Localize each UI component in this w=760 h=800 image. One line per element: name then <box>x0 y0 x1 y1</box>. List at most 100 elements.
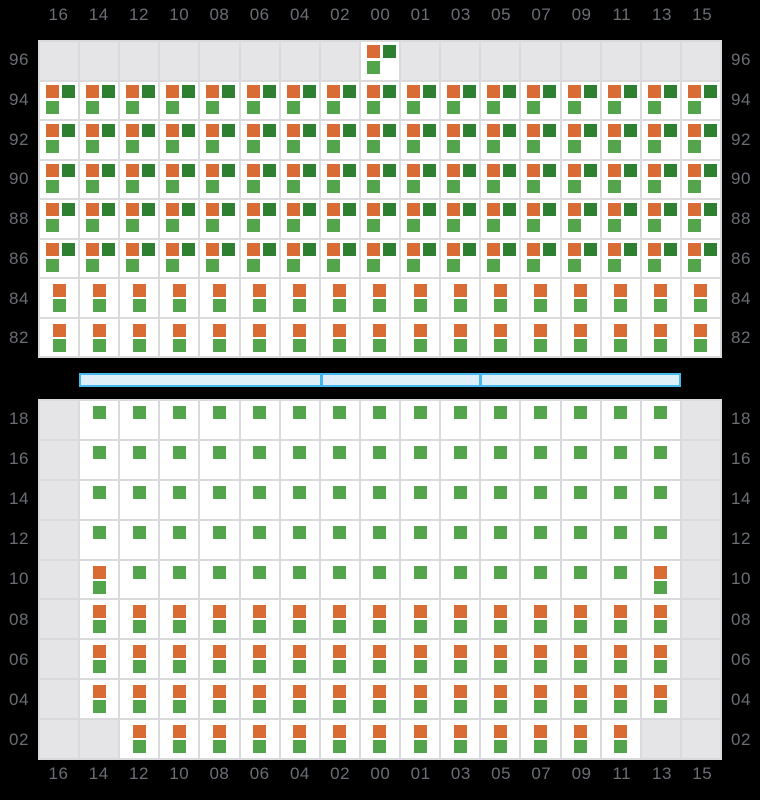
cell-r90-c14[interactable] <box>80 160 119 198</box>
cell-r06-c07[interactable] <box>521 640 560 679</box>
cell-r82-c12[interactable] <box>120 318 159 356</box>
cell-r82-c11[interactable] <box>601 318 640 356</box>
cell-r94-c14[interactable] <box>80 81 119 119</box>
cell-r94-c15[interactable] <box>681 81 720 119</box>
cell-r90-c00[interactable] <box>360 160 400 198</box>
cell-r82-c05[interactable] <box>481 318 520 356</box>
cell-r94-c11[interactable] <box>601 81 640 119</box>
cell-r82-c02[interactable] <box>320 318 359 356</box>
cell-r84-c06[interactable] <box>240 279 279 317</box>
cell-r06-c10[interactable] <box>160 640 199 679</box>
cell-r86-c02[interactable] <box>320 239 359 277</box>
cell-r04-c05[interactable] <box>481 680 520 719</box>
cell-r84-c16[interactable] <box>40 279 79 317</box>
cell-r94-c16[interactable] <box>40 81 79 119</box>
cell-r10-c09[interactable] <box>561 560 600 599</box>
cell-r88-c12[interactable] <box>120 200 159 238</box>
cell-r08-c12[interactable] <box>120 600 159 639</box>
cell-r14-c14[interactable] <box>80 480 119 519</box>
cell-r94-c03[interactable] <box>441 81 480 119</box>
cell-r82-c15[interactable] <box>681 318 720 356</box>
cell-r12-c02[interactable] <box>320 520 359 559</box>
cell-r90-c06[interactable] <box>240 160 279 198</box>
cell-r84-c14[interactable] <box>80 279 119 317</box>
cell-r16-c05[interactable] <box>481 440 520 479</box>
cell-r10-c08[interactable] <box>200 560 239 599</box>
cell-r04-c10[interactable] <box>160 680 199 719</box>
cell-r12-c09[interactable] <box>561 520 600 559</box>
cell-r94-c09[interactable] <box>561 81 600 119</box>
cell-r14-c01[interactable] <box>401 480 440 519</box>
cell-r12-c07[interactable] <box>521 520 560 559</box>
cell-r88-c15[interactable] <box>681 200 720 238</box>
cell-r16-c10[interactable] <box>160 440 199 479</box>
cell-r12-c14[interactable] <box>80 520 119 559</box>
cell-r84-c04[interactable] <box>280 279 319 317</box>
cell-r92-c08[interactable] <box>200 121 239 159</box>
cell-r88-c16[interactable] <box>40 200 79 238</box>
cell-r10-c06[interactable] <box>240 560 279 599</box>
cell-r10-c12[interactable] <box>120 560 159 599</box>
cell-r92-c04[interactable] <box>280 121 319 159</box>
cell-r92-c05[interactable] <box>481 121 520 159</box>
cell-r86-c13[interactable] <box>641 239 680 277</box>
cell-r08-c14[interactable] <box>80 600 119 639</box>
cell-r82-c06[interactable] <box>240 318 279 356</box>
cell-r82-c08[interactable] <box>200 318 239 356</box>
cell-r02-c05[interactable] <box>481 720 520 758</box>
cell-r86-c16[interactable] <box>40 239 79 277</box>
cell-r14-c03[interactable] <box>441 480 480 519</box>
cell-r82-c09[interactable] <box>561 318 600 356</box>
cell-r06-c00[interactable] <box>360 640 400 679</box>
cell-r02-c10[interactable] <box>160 720 199 758</box>
cell-r06-c04[interactable] <box>280 640 319 679</box>
cell-r08-c10[interactable] <box>160 600 199 639</box>
cell-r94-c00[interactable] <box>360 81 400 119</box>
cell-r06-c06[interactable] <box>240 640 279 679</box>
cell-r10-c00[interactable] <box>360 560 400 599</box>
cell-r92-c16[interactable] <box>40 121 79 159</box>
cell-r12-c10[interactable] <box>160 520 199 559</box>
cell-r82-c07[interactable] <box>521 318 560 356</box>
cell-r08-c11[interactable] <box>601 600 640 639</box>
cell-r06-c02[interactable] <box>320 640 359 679</box>
cell-r04-c04[interactable] <box>280 680 319 719</box>
cell-r10-c04[interactable] <box>280 560 319 599</box>
cell-r06-c01[interactable] <box>401 640 440 679</box>
cell-r88-c08[interactable] <box>200 200 239 238</box>
cell-r18-c05[interactable] <box>481 401 520 439</box>
cell-r90-c12[interactable] <box>120 160 159 198</box>
cell-r94-c04[interactable] <box>280 81 319 119</box>
cell-r12-c12[interactable] <box>120 520 159 559</box>
cell-r16-c09[interactable] <box>561 440 600 479</box>
cell-r86-c12[interactable] <box>120 239 159 277</box>
cell-r88-c04[interactable] <box>280 200 319 238</box>
cell-r84-c00[interactable] <box>360 279 400 317</box>
cell-r18-c11[interactable] <box>601 401 640 439</box>
cell-r10-c14[interactable] <box>80 560 119 599</box>
cell-r90-c15[interactable] <box>681 160 720 198</box>
cell-r14-c11[interactable] <box>601 480 640 519</box>
cell-r10-c02[interactable] <box>320 560 359 599</box>
cell-r86-c14[interactable] <box>80 239 119 277</box>
cell-r14-c06[interactable] <box>240 480 279 519</box>
cell-r04-c11[interactable] <box>601 680 640 719</box>
cell-r82-c16[interactable] <box>40 318 79 356</box>
cell-r92-c00[interactable] <box>360 121 400 159</box>
cell-r08-c02[interactable] <box>320 600 359 639</box>
cell-r08-c13[interactable] <box>641 600 680 639</box>
cell-r08-c04[interactable] <box>280 600 319 639</box>
cell-r14-c08[interactable] <box>200 480 239 519</box>
cell-r08-c00[interactable] <box>360 600 400 639</box>
cell-r84-c07[interactable] <box>521 279 560 317</box>
cell-r90-c13[interactable] <box>641 160 680 198</box>
cell-r08-c03[interactable] <box>441 600 480 639</box>
cell-r04-c00[interactable] <box>360 680 400 719</box>
cell-r86-c15[interactable] <box>681 239 720 277</box>
cell-r92-c02[interactable] <box>320 121 359 159</box>
cell-r04-c13[interactable] <box>641 680 680 719</box>
cell-r86-c07[interactable] <box>521 239 560 277</box>
cell-r82-c01[interactable] <box>401 318 440 356</box>
cell-r84-c15[interactable] <box>681 279 720 317</box>
cell-r08-c01[interactable] <box>401 600 440 639</box>
